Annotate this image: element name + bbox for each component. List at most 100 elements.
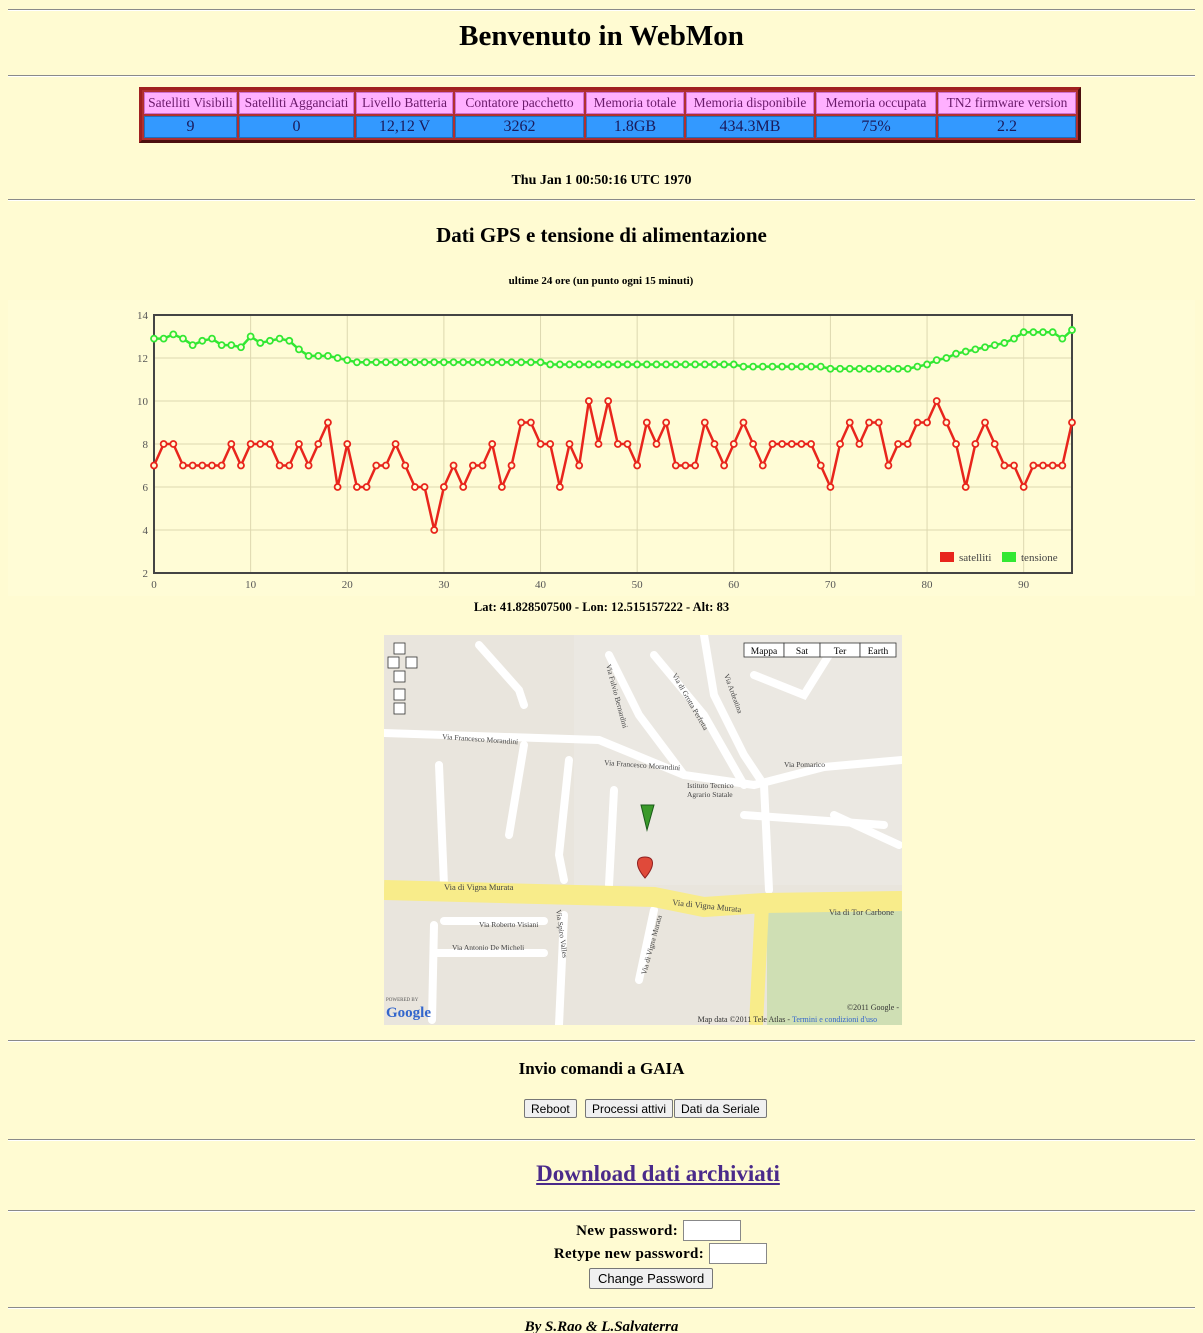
data-point bbox=[364, 359, 370, 365]
divider bbox=[8, 1210, 1195, 1212]
data-point bbox=[1050, 463, 1056, 469]
data-point bbox=[876, 366, 882, 372]
table-value-cell: 0 bbox=[239, 116, 354, 138]
data-point bbox=[789, 441, 795, 447]
data-point bbox=[663, 361, 669, 367]
data-point bbox=[847, 420, 853, 426]
data-point bbox=[586, 398, 592, 404]
data-point bbox=[335, 484, 341, 490]
data-point bbox=[856, 441, 862, 447]
change-password-button[interactable]: Change Password bbox=[589, 1268, 713, 1289]
data-point bbox=[344, 357, 350, 363]
map-data: Map data ©2011 Tele Atlas - bbox=[698, 1015, 791, 1024]
data-point bbox=[856, 366, 862, 372]
table-header-cell: Contatore pacchetto bbox=[455, 92, 584, 114]
map[interactable]: Via Francesco Morandini Via Francesco Mo… bbox=[384, 635, 902, 1025]
data-point bbox=[190, 342, 196, 348]
data-point bbox=[354, 359, 360, 365]
data-point bbox=[818, 463, 824, 469]
table-value-cell: 12,12 V bbox=[356, 116, 453, 138]
data-point bbox=[721, 463, 727, 469]
table-value-cell: 434.3MB bbox=[686, 116, 814, 138]
data-point bbox=[199, 338, 205, 344]
data-point bbox=[373, 359, 379, 365]
data-point bbox=[992, 441, 998, 447]
data-point bbox=[789, 364, 795, 370]
data-point bbox=[605, 398, 611, 404]
data-point bbox=[460, 484, 466, 490]
data-point bbox=[199, 463, 205, 469]
data-point bbox=[711, 441, 717, 447]
data-point bbox=[364, 484, 370, 490]
data-point bbox=[885, 366, 891, 372]
data-point bbox=[248, 334, 254, 340]
data-point bbox=[740, 364, 746, 370]
y-tick-label: 10 bbox=[137, 396, 149, 408]
data-point bbox=[431, 359, 437, 365]
data-point bbox=[402, 359, 408, 365]
data-point bbox=[885, 463, 891, 469]
x-tick-label: 70 bbox=[825, 579, 837, 591]
data-point bbox=[557, 484, 563, 490]
location: Lat: 41.828507500 - Lon: 12.515157222 - … bbox=[0, 600, 1203, 615]
data-point bbox=[547, 361, 553, 367]
data-point bbox=[682, 463, 688, 469]
commands-title: Invio comandi a GAIA bbox=[0, 1059, 1203, 1079]
footer: By S.Rao & L.Salvaterra bbox=[0, 1319, 1203, 1333]
y-tick-label: 6 bbox=[143, 482, 149, 494]
data-point bbox=[538, 359, 544, 365]
data-point bbox=[219, 463, 225, 469]
data-point bbox=[711, 361, 717, 367]
data-point bbox=[296, 346, 302, 352]
table-header-cell: Memoria occupata bbox=[816, 92, 936, 114]
data-point bbox=[547, 441, 553, 447]
map-label: Via Roberto Visiani bbox=[479, 920, 538, 929]
data-point bbox=[489, 359, 495, 365]
command-button[interactable]: Processi attivi bbox=[585, 1099, 673, 1118]
data-point bbox=[1001, 463, 1007, 469]
data-point bbox=[315, 441, 321, 447]
data-point bbox=[634, 463, 640, 469]
y-tick-label: 12 bbox=[137, 353, 148, 365]
data-point bbox=[151, 336, 157, 342]
data-point bbox=[934, 398, 940, 404]
data-point bbox=[914, 364, 920, 370]
table-header-cell: Memoria totale bbox=[586, 92, 684, 114]
data-point bbox=[798, 441, 804, 447]
data-point bbox=[943, 355, 949, 361]
page-title: Benvenuto in WebMon bbox=[0, 20, 1203, 53]
data-point bbox=[296, 441, 302, 447]
data-point bbox=[847, 366, 853, 372]
x-tick-label: 50 bbox=[632, 579, 644, 591]
command-button[interactable]: Dati da Seriale bbox=[674, 1099, 767, 1118]
data-point bbox=[1030, 463, 1036, 469]
map-terms[interactable]: Termini e condizioni d'uso bbox=[792, 1015, 877, 1024]
data-point bbox=[325, 420, 331, 426]
download-link[interactable]: Download dati archiviati bbox=[0, 1161, 1203, 1187]
data-point bbox=[634, 361, 640, 367]
data-point bbox=[769, 364, 775, 370]
command-button[interactable]: Reboot bbox=[524, 1099, 577, 1118]
data-point bbox=[257, 441, 263, 447]
data-point bbox=[953, 441, 959, 447]
data-point bbox=[422, 359, 428, 365]
data-point bbox=[837, 441, 843, 447]
data-point bbox=[972, 346, 978, 352]
x-tick-label: 80 bbox=[922, 579, 934, 591]
data-point bbox=[460, 359, 466, 365]
data-point bbox=[489, 441, 495, 447]
map-type-label: Sat bbox=[796, 647, 809, 657]
new-password-input[interactable] bbox=[683, 1220, 741, 1241]
data-point bbox=[170, 331, 176, 337]
data-point bbox=[866, 420, 872, 426]
map-copyright: ©2011 Google - bbox=[847, 1003, 899, 1012]
data-point bbox=[383, 463, 389, 469]
divider bbox=[8, 1307, 1195, 1309]
retype-password-input[interactable] bbox=[709, 1243, 767, 1264]
data-point bbox=[325, 353, 331, 359]
map-type-label: Mappa bbox=[751, 647, 778, 657]
data-point bbox=[818, 364, 824, 370]
y-tick-label: 4 bbox=[143, 525, 149, 537]
data-point bbox=[760, 463, 766, 469]
